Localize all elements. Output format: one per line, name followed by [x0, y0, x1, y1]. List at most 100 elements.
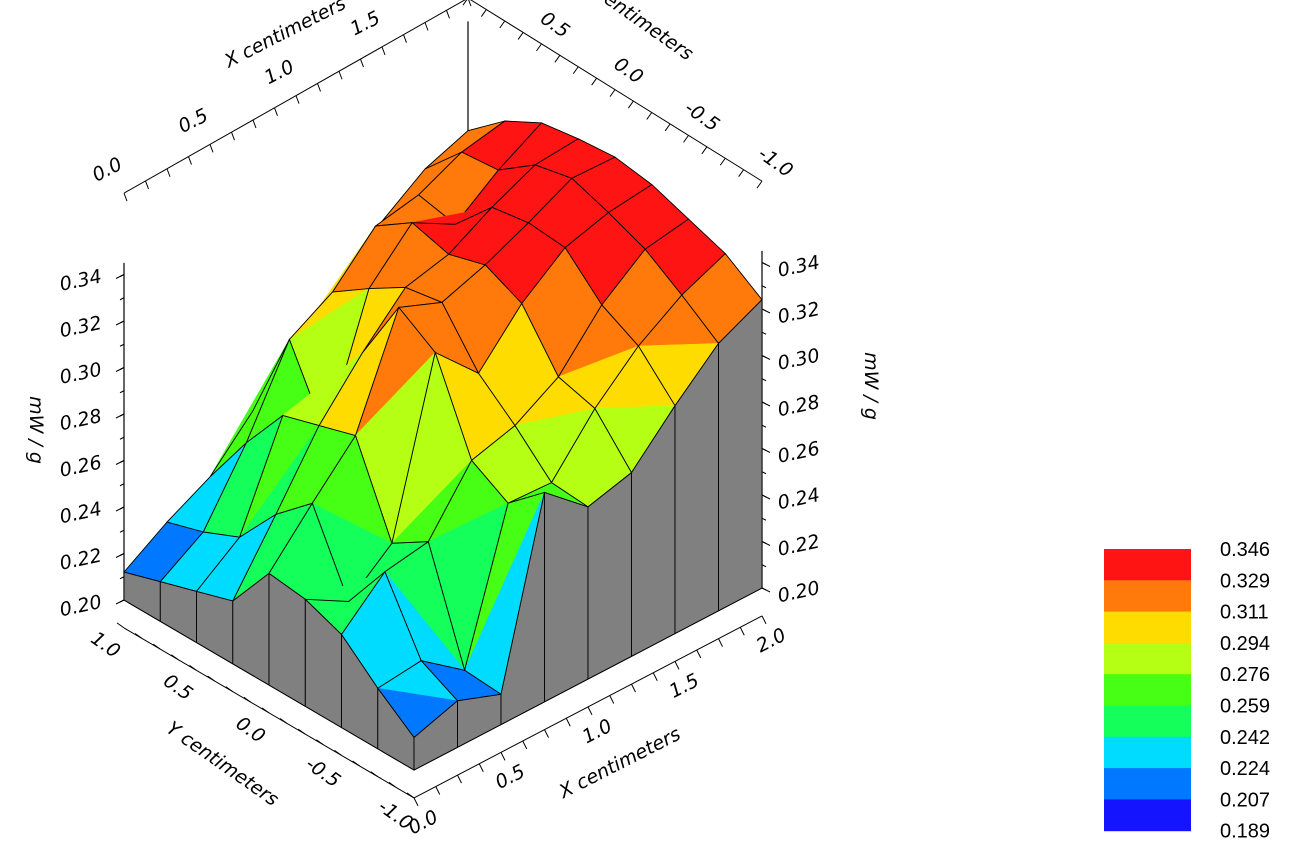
side-wall-panel-front: [587, 471, 632, 680]
side-wall-panel-left: [196, 590, 234, 665]
colorbar-swatch-8: [1104, 799, 1191, 832]
y-tick-top: [738, 169, 745, 177]
colorbar-swatch-3: [1104, 642, 1191, 675]
y-tick-top: [701, 146, 708, 155]
axis-ticks: [115, 0, 771, 807]
x-tick-bottom: [413, 797, 419, 807]
colorbar-swatch-1: [1104, 580, 1191, 613]
y-axis-title-top: Y centimeters: [577, 0, 698, 65]
x-tick-bottom: [522, 740, 528, 750]
x-tick-top: [446, 10, 450, 19]
x-tick-label-top-0: 0.0: [89, 153, 126, 186]
x-axis-top-line: [123, 0, 466, 194]
colorbar-swatch-0: [1104, 549, 1191, 581]
side-wall-panel-front: [544, 491, 589, 703]
y-tick-label-top-1: 0.5: [536, 7, 573, 42]
x-tick-label-bottom-2: 1.0: [579, 715, 616, 748]
x-tick-bottom: [718, 638, 723, 647]
x-tick-top: [166, 168, 171, 177]
y-tick-label-top-3: -0.5: [680, 97, 723, 136]
z-tick-label-left-4: 0.28: [58, 405, 104, 435]
x-tick-bottom: [631, 683, 636, 693]
x-tick-bottom: [609, 695, 615, 704]
x-tick-bottom: [652, 672, 658, 681]
z-minor-tick: [761, 378, 767, 382]
y-tick-top: [719, 157, 726, 166]
z-tick-label-left-2: 0.24: [58, 498, 104, 528]
z-minor-tick: [119, 320, 125, 324]
colorbar-label-6: 0.242: [1220, 727, 1270, 749]
colorbar-label-2: 0.311: [1220, 602, 1269, 624]
side-wall-panel-front: [718, 298, 763, 612]
y-tick-label-bottom-3: -0.5: [301, 753, 344, 792]
side-wall-panel-left: [159, 581, 197, 644]
z-tick-label-right-0: 0.20: [776, 577, 822, 607]
colorbar-label-4: 0.276: [1220, 664, 1270, 686]
z-minor-tick: [119, 599, 125, 603]
z-tick-label-right-2: 0.24: [776, 484, 822, 514]
colorbar-label-1: 0.329: [1220, 570, 1270, 592]
z-minor-tick: [119, 390, 125, 394]
x-tick-bottom: [565, 718, 571, 727]
y-tick-label-top-4: -1.0: [754, 143, 797, 182]
y-tick-top: [536, 43, 542, 52]
y-tick-label-top-2: 0.0: [610, 53, 647, 88]
x-tick-top: [231, 132, 235, 141]
z-tick-label-right-6: 0.32: [776, 298, 822, 328]
colorbar-label-8: 0.207: [1220, 789, 1270, 811]
z-minor-tick: [119, 483, 125, 487]
x-tick-label-top-3: 1.5: [347, 7, 384, 40]
z-minor-tick: [761, 541, 767, 544]
z-minor-tick: [119, 460, 125, 463]
x-tick-top: [123, 192, 128, 202]
y-tick-top: [462, 0, 468, 6]
z-tick-label-left-7: 0.34: [58, 265, 104, 295]
x-tick-top: [252, 119, 257, 129]
z-tick-label-left-1: 0.22: [58, 544, 104, 574]
colorbar-label-0: 0.346: [1220, 539, 1270, 561]
z-minor-tick: [761, 517, 767, 521]
z-tick-label-right-3: 0.26: [776, 437, 822, 467]
x-tick-top: [188, 156, 192, 165]
z-tick-label-left-6: 0.32: [58, 312, 104, 342]
colorbar-swatch-5: [1104, 705, 1191, 738]
colorbar-label-7: 0.224: [1220, 758, 1270, 780]
z-axis-title-right: mW / g: [860, 352, 882, 420]
z-tick-label-left-5: 0.30: [58, 358, 104, 388]
x-tick-bottom: [435, 786, 441, 795]
y-tick-label-bottom-2: 0.0: [232, 712, 269, 747]
z-minor-tick: [761, 448, 767, 451]
y-tick-label-bottom-0: 1.0: [87, 627, 124, 662]
y-tick-top: [554, 55, 561, 63]
y-tick-top: [572, 66, 579, 75]
z-tick-label-right-4: 0.28: [776, 391, 822, 421]
colorbar-swatch-2: [1104, 611, 1191, 644]
colorbar-swatch-7: [1104, 768, 1191, 800]
x-tick-top: [209, 144, 214, 153]
x-tick-label-bottom-3: 1.5: [666, 669, 703, 702]
x-tick-top: [317, 83, 321, 92]
x-tick-label-top-2: 1.0: [261, 56, 298, 89]
z-minor-tick: [761, 587, 767, 591]
x-tick-bottom: [674, 661, 680, 670]
z-tick-label-left-3: 0.26: [58, 451, 104, 481]
surface-side-walls: [123, 298, 763, 771]
y-tick-bottom: [116, 622, 125, 629]
z-minor-tick: [119, 297, 125, 301]
z-minor-tick: [761, 262, 767, 265]
colorbar-label-5: 0.259: [1220, 696, 1270, 718]
x-tick-label-bottom-1: 0.5: [492, 760, 529, 793]
x-tick-bottom: [478, 763, 484, 772]
x-tick-bottom: [457, 774, 462, 784]
y-tick-top: [646, 112, 653, 120]
y-tick-label-bottom-1: 0.5: [159, 670, 196, 705]
y-tick-top: [756, 180, 763, 189]
z-minor-tick: [119, 436, 125, 440]
z-minor-tick: [761, 331, 767, 335]
y-tick-top: [627, 100, 634, 109]
x-tick-top: [145, 180, 149, 190]
z-minor-tick: [119, 576, 125, 580]
x-tick-bottom: [544, 729, 549, 738]
x-tick-bottom: [500, 752, 506, 761]
colorbar-swatch-4: [1104, 674, 1191, 706]
